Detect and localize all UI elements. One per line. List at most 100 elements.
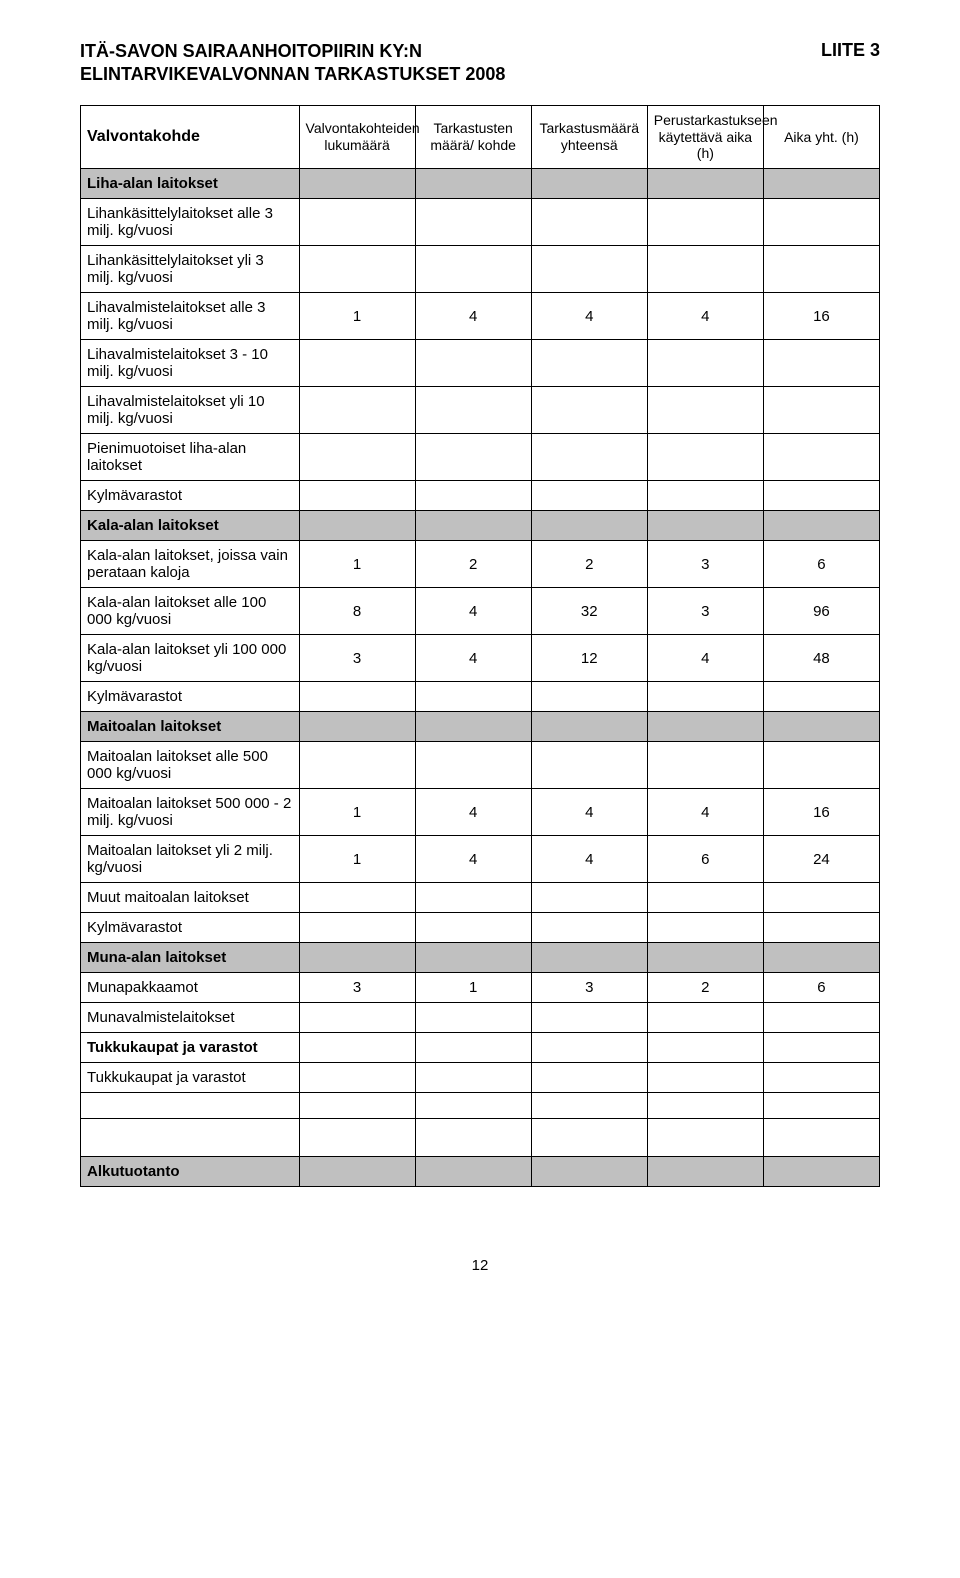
- row-value: [647, 682, 763, 712]
- row-label: Liha-alan laitokset: [81, 169, 300, 199]
- row-value: [531, 434, 647, 481]
- row-label: Muut maitoalan laitokset: [81, 883, 300, 913]
- table-row: Lihavalmistelaitokset alle 3 milj. kg/vu…: [81, 293, 880, 340]
- row-value: 4: [415, 789, 531, 836]
- row-value: 4: [647, 635, 763, 682]
- row-value: 1: [299, 836, 415, 883]
- row-value: [299, 199, 415, 246]
- row-value: [415, 169, 531, 199]
- row-value: [763, 434, 879, 481]
- table-row: Kala-alan laitokset yli 100 000 kg/vuosi…: [81, 635, 880, 682]
- row-label: Maitoalan laitokset alle 500 000 kg/vuos…: [81, 742, 300, 789]
- title-line2: ELINTARVIKEVALVONNAN TARKASTUKSET 2008: [80, 64, 505, 84]
- row-value: [415, 1093, 531, 1119]
- row-value: [531, 913, 647, 943]
- table-row: Alkutuotanto: [81, 1157, 880, 1187]
- row-value: 48: [763, 635, 879, 682]
- row-value: [763, 682, 879, 712]
- row-value: [415, 883, 531, 913]
- row-value: [531, 1063, 647, 1093]
- row-value: 8: [299, 588, 415, 635]
- row-value: [299, 169, 415, 199]
- row-value: [415, 913, 531, 943]
- row-value: [763, 199, 879, 246]
- row-value: 32: [531, 588, 647, 635]
- row-label: Lihankäsittelylaitokset alle 3 milj. kg/…: [81, 199, 300, 246]
- row-value: [415, 742, 531, 789]
- row-value: [531, 1157, 647, 1187]
- row-value: [299, 1093, 415, 1119]
- row-value: 16: [763, 293, 879, 340]
- row-label: Tukkukaupat ja varastot: [81, 1033, 300, 1063]
- row-value: [299, 387, 415, 434]
- row-value: 3: [647, 541, 763, 588]
- row-value: 96: [763, 588, 879, 635]
- row-label: Alkutuotanto: [81, 1157, 300, 1187]
- row-value: [763, 1033, 879, 1063]
- row-value: [647, 199, 763, 246]
- row-value: [531, 199, 647, 246]
- row-value: [415, 712, 531, 742]
- row-value: [299, 511, 415, 541]
- row-value: [763, 169, 879, 199]
- row-label: [81, 1093, 300, 1119]
- table-row: Kala-alan laitokset alle 100 000 kg/vuos…: [81, 588, 880, 635]
- row-value: [299, 742, 415, 789]
- row-value: [763, 340, 879, 387]
- row-value: [647, 1119, 763, 1157]
- row-value: [763, 943, 879, 973]
- inspection-table: Valvontakohde Valvontakohteiden lukumäär…: [80, 105, 880, 1187]
- row-value: 1: [415, 973, 531, 1003]
- row-value: 1: [299, 789, 415, 836]
- row-value: [531, 1033, 647, 1063]
- row-value: [415, 199, 531, 246]
- row-value: 6: [763, 973, 879, 1003]
- page-header: ITÄ-SAVON SAIRAANHOITOPIIRIN KY:N ELINTA…: [80, 40, 880, 87]
- row-value: [647, 246, 763, 293]
- row-value: 6: [763, 541, 879, 588]
- row-value: [415, 1119, 531, 1157]
- row-label: Kala-alan laitokset yli 100 000 kg/vuosi: [81, 635, 300, 682]
- row-value: [531, 1119, 647, 1157]
- row-label: Lihavalmistelaitokset alle 3 milj. kg/vu…: [81, 293, 300, 340]
- row-value: 12: [531, 635, 647, 682]
- table-row: Maitoalan laitokset 500 000 - 2 milj. kg…: [81, 789, 880, 836]
- row-value: [763, 742, 879, 789]
- row-label: Tukkukaupat ja varastot: [81, 1063, 300, 1093]
- row-label: Kylmävarastot: [81, 682, 300, 712]
- row-value: 3: [531, 973, 647, 1003]
- row-value: [647, 1063, 763, 1093]
- col-header-per: Tarkastusten määrä/ kohde: [415, 105, 531, 168]
- row-value: 4: [415, 836, 531, 883]
- row-value: [531, 943, 647, 973]
- col-header-timetotal: Aika yht. (h): [763, 105, 879, 168]
- row-value: [531, 387, 647, 434]
- table-row: Kylmävarastot: [81, 913, 880, 943]
- row-value: [763, 246, 879, 293]
- row-label: Kala-alan laitokset alle 100 000 kg/vuos…: [81, 588, 300, 635]
- title-left: ITÄ-SAVON SAIRAANHOITOPIIRIN KY:N ELINTA…: [80, 40, 505, 87]
- row-value: 3: [299, 973, 415, 1003]
- table-row: Lihavalmistelaitokset yli 10 milj. kg/vu…: [81, 387, 880, 434]
- row-label: Maitoalan laitokset 500 000 - 2 milj. kg…: [81, 789, 300, 836]
- table-row: Pienimuotoiset liha-alan laitokset: [81, 434, 880, 481]
- row-value: [647, 943, 763, 973]
- row-value: 4: [647, 789, 763, 836]
- table-row: Munapakkaamot31326: [81, 973, 880, 1003]
- title-line1: ITÄ-SAVON SAIRAANHOITOPIIRIN KY:N: [80, 41, 422, 61]
- table-row: Kala-alan laitokset, joissa vain perataa…: [81, 541, 880, 588]
- row-label: Munapakkaamot: [81, 973, 300, 1003]
- row-value: [647, 511, 763, 541]
- col-header-total: Tarkastusmäärä yhteensä: [531, 105, 647, 168]
- row-value: [531, 883, 647, 913]
- table-row: Maitoalan laitokset yli 2 milj. kg/vuosi…: [81, 836, 880, 883]
- row-value: [415, 1063, 531, 1093]
- row-value: 1: [299, 541, 415, 588]
- row-label: [81, 1119, 300, 1157]
- table-row: Lihankäsittelylaitokset yli 3 milj. kg/v…: [81, 246, 880, 293]
- row-value: [415, 943, 531, 973]
- row-label: Kala-alan laitokset, joissa vain perataa…: [81, 541, 300, 588]
- row-value: [531, 1003, 647, 1033]
- row-value: [299, 1003, 415, 1033]
- row-value: 3: [299, 635, 415, 682]
